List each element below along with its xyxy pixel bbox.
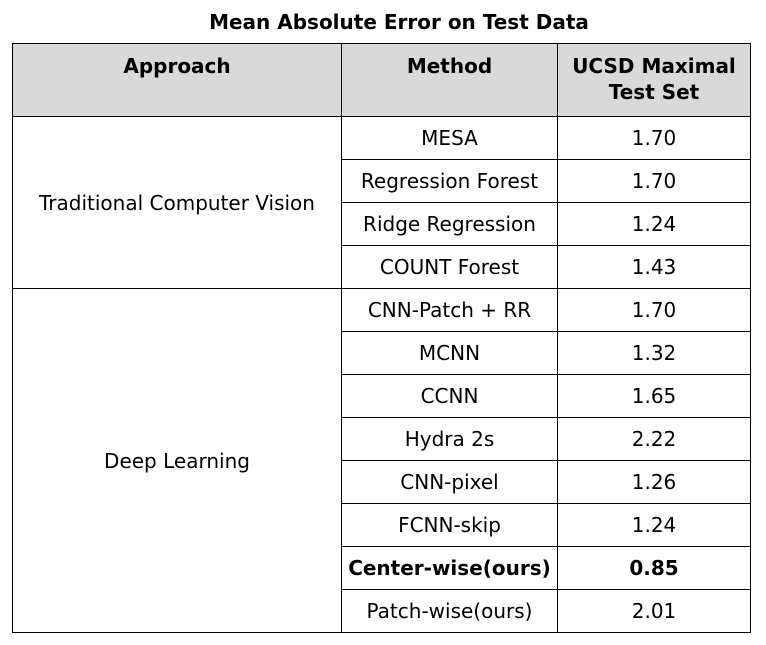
method-cell: CCNN <box>341 374 558 418</box>
header-dataset: UCSD Maximal Test Set <box>557 43 751 117</box>
table-row: FCNN-skip 1.24 <box>13 503 751 547</box>
header-method: Method <box>341 43 558 117</box>
table-row: Deep Learning CNN-Patch + RR 1.70 <box>12 288 751 633</box>
value-cell: 1.70 <box>557 288 751 332</box>
method-cell: CNN-Patch + RR <box>341 288 558 332</box>
method-cell: MCNN <box>341 331 558 375</box>
value-cell: 1.26 <box>557 460 751 504</box>
value-cell: 2.22 <box>557 417 751 461</box>
method-cell: MESA <box>341 116 558 160</box>
value-cell: 1.24 <box>557 503 751 547</box>
table-row: Hydra 2s 2.22 <box>13 417 751 461</box>
table-row-best: Center-wise(ours) 0.85 <box>13 546 751 590</box>
header-dataset-line2: Test Set <box>608 80 700 104</box>
header-row: Approach Method UCSD Maximal Test Set <box>12 43 751 117</box>
value-cell: 2.01 <box>557 589 751 633</box>
method-cell: COUNT Forest <box>341 245 558 289</box>
method-cell: FCNN-skip <box>341 503 558 547</box>
value-cell: 1.24 <box>557 202 751 246</box>
method-cell: CNN-pixel <box>341 460 558 504</box>
approach-cell-traditional: Traditional Computer Vision <box>12 116 342 289</box>
table-title: Mean Absolute Error on Test Data <box>209 10 589 34</box>
value-cell: 1.32 <box>557 331 751 375</box>
method-cell: Regression Forest <box>341 159 558 203</box>
method-cell-best: Center-wise(ours) <box>341 546 558 590</box>
method-cell: Hydra 2s <box>341 417 558 461</box>
table-row: Patch-wise(ours) 2.01 <box>13 589 751 633</box>
approach-cell-deep-learning: Deep Learning <box>12 288 342 633</box>
value-cell-best: 0.85 <box>557 546 751 590</box>
value-cell: 1.70 <box>557 116 751 160</box>
table-row: CNN-pixel 1.26 <box>13 460 751 504</box>
value-cell: 1.65 <box>557 374 751 418</box>
table-row: Regression Forest 1.70 <box>13 159 751 203</box>
header-approach: Approach <box>12 43 342 117</box>
header-dataset-line1: UCSD Maximal <box>572 54 736 78</box>
value-cell: 1.70 <box>557 159 751 203</box>
method-cell: Ridge Regression <box>341 202 558 246</box>
table-row: Traditional Computer Vision MESA 1.70 <box>12 116 751 289</box>
method-cell: Patch-wise(ours) <box>341 589 558 633</box>
value-cell: 1.43 <box>557 245 751 289</box>
results-table: Approach Method UCSD Maximal Test Set Tr… <box>12 43 751 633</box>
table-row: CCNN 1.65 <box>13 374 751 418</box>
